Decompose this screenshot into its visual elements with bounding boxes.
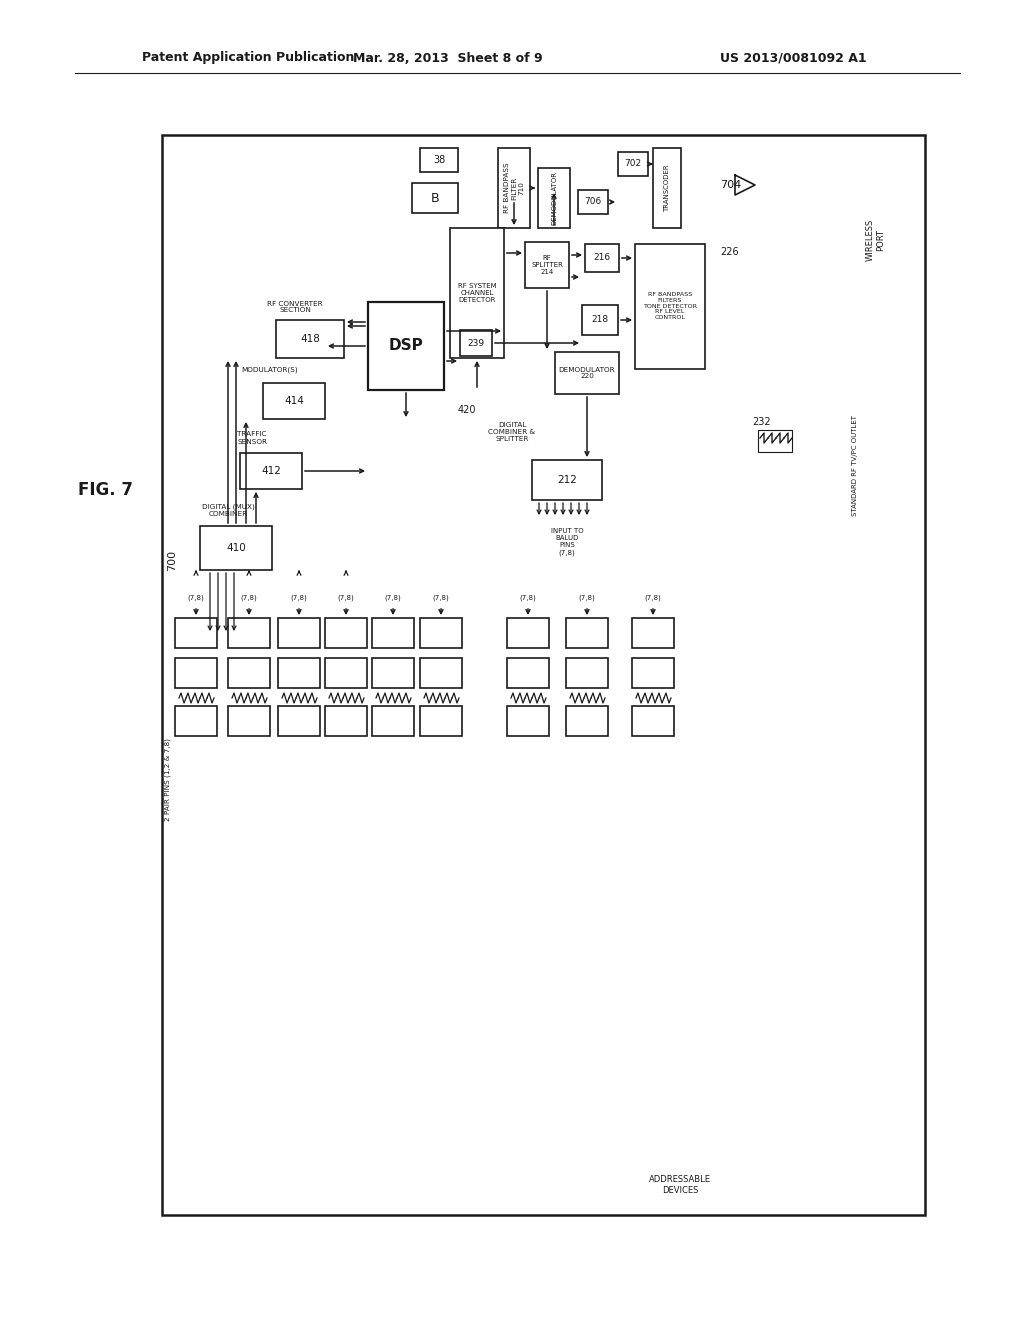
Text: TRAFFIC
SENSOR: TRAFFIC SENSOR [237, 432, 267, 445]
Bar [278, 618, 319, 648]
Bar [555, 352, 618, 393]
Text: WIRELESS
PORT: WIRELESS PORT [865, 219, 885, 261]
Bar [507, 657, 549, 688]
Bar [240, 453, 302, 488]
Bar [578, 190, 608, 214]
Text: 239: 239 [467, 338, 484, 347]
Text: (7,8): (7,8) [385, 595, 401, 601]
Bar [175, 618, 217, 648]
Text: 414: 414 [284, 396, 304, 407]
Bar [460, 330, 492, 356]
Bar [372, 706, 414, 737]
Text: 420: 420 [458, 405, 476, 414]
Bar [278, 657, 319, 688]
Text: (7,8): (7,8) [338, 595, 354, 601]
Bar [585, 244, 618, 272]
Bar [618, 152, 648, 176]
Text: DIGITAL
COMBINER &
SPLITTER: DIGITAL COMBINER & SPLITTER [488, 422, 536, 442]
Text: 212: 212 [557, 475, 577, 484]
Bar [566, 706, 608, 737]
Bar [632, 706, 674, 737]
Bar [325, 706, 367, 737]
Text: (7,8): (7,8) [579, 595, 595, 601]
Text: 216: 216 [594, 253, 610, 263]
Bar [372, 618, 414, 648]
Bar [566, 618, 608, 648]
Text: RF
SPLITTER
214: RF SPLITTER 214 [531, 255, 563, 275]
Text: DIGITAL (MUX)
COMBINER: DIGITAL (MUX) COMBINER [202, 503, 254, 516]
Bar [653, 148, 681, 228]
Text: (7,8): (7,8) [241, 595, 257, 601]
Text: B: B [431, 191, 439, 205]
Text: DSP: DSP [389, 338, 423, 354]
Bar [175, 657, 217, 688]
Bar [420, 657, 462, 688]
Bar [325, 657, 367, 688]
Bar [450, 228, 504, 358]
Text: Patent Application Publication: Patent Application Publication [142, 51, 354, 65]
Bar [632, 657, 674, 688]
Bar [372, 657, 414, 688]
Bar [263, 383, 325, 418]
Text: (7,8): (7,8) [645, 595, 662, 601]
Bar [566, 657, 608, 688]
Text: Mar. 28, 2013  Sheet 8 of 9: Mar. 28, 2013 Sheet 8 of 9 [353, 51, 543, 65]
Text: RF SYSTEM
CHANNEL
DETECTOR: RF SYSTEM CHANNEL DETECTOR [458, 282, 497, 304]
Bar [507, 706, 549, 737]
Text: 218: 218 [592, 315, 608, 325]
Text: 2 PAIR PINS (1,2 & 7,8): 2 PAIR PINS (1,2 & 7,8) [165, 739, 171, 821]
Bar [325, 618, 367, 648]
Text: DEMODULATOR
220: DEMODULATOR 220 [559, 367, 615, 380]
Text: 700: 700 [167, 549, 177, 570]
Bar [635, 244, 705, 370]
Text: 418: 418 [300, 334, 319, 345]
Bar [420, 148, 458, 172]
Text: DEMODULATOR: DEMODULATOR [551, 172, 557, 224]
Text: 410: 410 [226, 543, 246, 553]
Text: STANDARD RF TV/PC OUTLET: STANDARD RF TV/PC OUTLET [852, 414, 858, 516]
Text: (7,8): (7,8) [519, 595, 537, 601]
Bar [200, 525, 272, 570]
Bar [582, 305, 618, 335]
Text: 702: 702 [625, 160, 642, 169]
Bar [420, 618, 462, 648]
Bar [276, 319, 344, 358]
Bar [420, 706, 462, 737]
Text: US 2013/0081092 A1: US 2013/0081092 A1 [720, 51, 866, 65]
Text: RF BANDPASS
FILTER
710: RF BANDPASS FILTER 710 [504, 162, 524, 214]
Text: 706: 706 [585, 198, 602, 206]
Text: INPUT TO
BALUD
PINS
(7,8): INPUT TO BALUD PINS (7,8) [551, 528, 584, 556]
Bar [632, 618, 674, 648]
Text: MODULATOR(S): MODULATOR(S) [242, 367, 298, 374]
Text: 232: 232 [753, 417, 771, 426]
Text: RF CONVERTER
SECTION: RF CONVERTER SECTION [267, 301, 323, 314]
Bar [368, 302, 444, 389]
Text: RF BANDPASS
FILTERS
TONE DETECTOR
RF LEVEL
CONTROL: RF BANDPASS FILTERS TONE DETECTOR RF LEV… [643, 292, 697, 321]
Text: 226: 226 [720, 247, 738, 257]
Text: 704: 704 [720, 180, 741, 190]
Text: (7,8): (7,8) [291, 595, 307, 601]
Text: 412: 412 [261, 466, 281, 477]
Bar [175, 706, 217, 737]
Bar [758, 430, 792, 451]
Text: 38: 38 [433, 154, 445, 165]
Bar [278, 706, 319, 737]
Bar [538, 168, 570, 228]
Bar [498, 148, 530, 228]
Text: ADDRESSABLE
DEVICES: ADDRESSABLE DEVICES [649, 1175, 711, 1195]
Bar [228, 657, 270, 688]
Text: (7,8): (7,8) [432, 595, 450, 601]
Bar [412, 183, 458, 213]
Text: FIG. 7: FIG. 7 [78, 480, 132, 499]
Bar [228, 706, 270, 737]
Text: (7,8): (7,8) [187, 595, 205, 601]
Bar [507, 618, 549, 648]
Bar [525, 242, 569, 288]
Text: TRANSCODER: TRANSCODER [664, 164, 670, 211]
Bar [228, 618, 270, 648]
Bar [162, 135, 925, 1214]
Bar [532, 459, 602, 500]
